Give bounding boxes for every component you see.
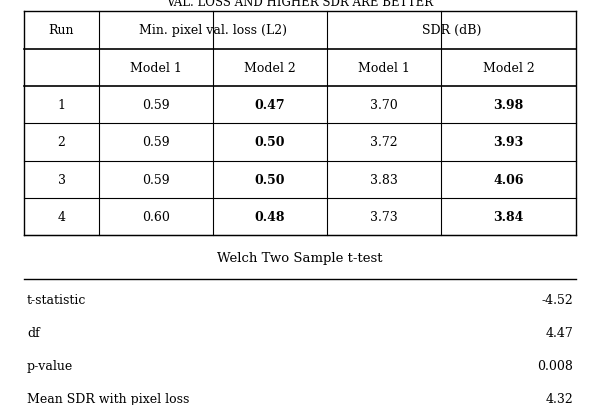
Text: 3.73: 3.73 bbox=[370, 211, 398, 224]
Text: Model 2: Model 2 bbox=[244, 62, 296, 75]
Text: Min. pixel val. loss (L2): Min. pixel val. loss (L2) bbox=[139, 24, 287, 37]
Text: Run: Run bbox=[49, 24, 74, 37]
Text: 0.59: 0.59 bbox=[142, 99, 170, 112]
Text: Model 2: Model 2 bbox=[482, 62, 535, 75]
Text: 0.47: 0.47 bbox=[254, 99, 286, 112]
Text: 4.47: 4.47 bbox=[545, 326, 573, 339]
Text: 0.60: 0.60 bbox=[142, 211, 170, 224]
Text: 3.98: 3.98 bbox=[493, 99, 524, 112]
Text: -4.52: -4.52 bbox=[541, 293, 573, 306]
Text: 3.84: 3.84 bbox=[493, 211, 524, 224]
Text: 0.50: 0.50 bbox=[255, 136, 285, 149]
Text: p-value: p-value bbox=[27, 359, 73, 372]
Text: 4.32: 4.32 bbox=[545, 392, 573, 405]
Text: Model 1: Model 1 bbox=[358, 62, 410, 75]
Text: Model 1: Model 1 bbox=[130, 62, 182, 75]
Text: 0.48: 0.48 bbox=[255, 211, 285, 224]
Text: 0.008: 0.008 bbox=[537, 359, 573, 372]
Text: SDR (dB): SDR (dB) bbox=[422, 24, 481, 37]
Text: Mean SDR with pixel loss: Mean SDR with pixel loss bbox=[27, 392, 190, 405]
Text: 0.50: 0.50 bbox=[255, 173, 285, 186]
Text: 0.59: 0.59 bbox=[142, 136, 170, 149]
Text: 0.59: 0.59 bbox=[142, 173, 170, 186]
Text: 4: 4 bbox=[58, 211, 65, 224]
Text: 2: 2 bbox=[58, 136, 65, 149]
Text: 3.70: 3.70 bbox=[370, 99, 398, 112]
Text: Welch Two Sample t-test: Welch Two Sample t-test bbox=[217, 251, 383, 264]
Text: VAL. LOSS AND HIGHER SDR ARE BETTER: VAL. LOSS AND HIGHER SDR ARE BETTER bbox=[166, 0, 434, 9]
Text: 3.83: 3.83 bbox=[370, 173, 398, 186]
Text: df: df bbox=[27, 326, 40, 339]
Text: 1: 1 bbox=[58, 99, 65, 112]
Text: 3.72: 3.72 bbox=[370, 136, 398, 149]
Text: t-statistic: t-statistic bbox=[27, 293, 86, 306]
Text: 3: 3 bbox=[58, 173, 65, 186]
Text: 4.06: 4.06 bbox=[493, 173, 524, 186]
Text: 3.93: 3.93 bbox=[493, 136, 524, 149]
